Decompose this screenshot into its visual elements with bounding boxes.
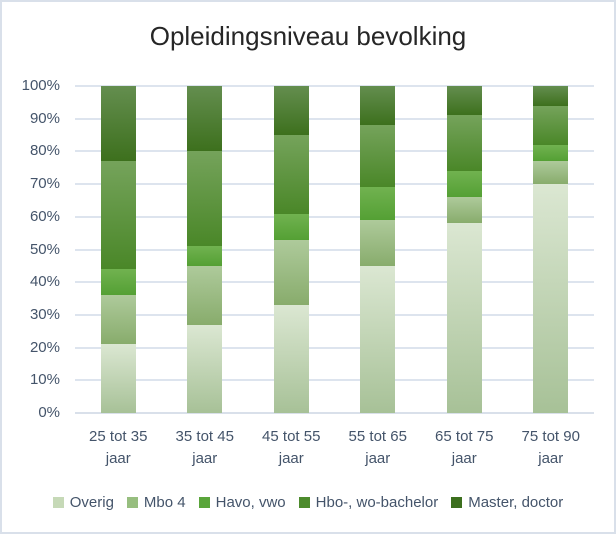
bar-segment (100, 269, 136, 296)
bar-segment (446, 171, 482, 198)
x-tick-label: 55 tot 65 jaar (348, 428, 407, 467)
legend-item: Hbo-, wo-bachelor (298, 494, 439, 511)
bar-segment (533, 144, 569, 162)
bar-segment (533, 184, 569, 413)
bar-segment (533, 105, 569, 145)
bar-segment (446, 86, 482, 116)
x-axis-line (75, 412, 594, 414)
bar-segment (100, 344, 136, 413)
legend-item: Havo, vwo (198, 494, 286, 511)
legend-swatch-icon (198, 497, 210, 508)
x-tick-label: 35 tot 45 jaar (175, 428, 234, 467)
bar-segment (360, 220, 396, 266)
stacked-bar (273, 86, 309, 413)
bar-segment (446, 115, 482, 171)
bar-segment (360, 265, 396, 413)
y-tick-label: 60% (29, 207, 60, 225)
bar-segment (533, 86, 569, 106)
gridline (75, 248, 594, 251)
y-axis: 0% 10% 20% 30% 40% 50% 60% 70% 80% 90% 100% (2, 77, 60, 421)
gridline (75, 346, 594, 349)
bar-segment (187, 246, 223, 266)
y-tick-label: 10% (29, 371, 60, 389)
x-tick-label: 25 tot 35 jaar (89, 428, 148, 467)
y-tick-label: 80% (29, 142, 60, 160)
bar-segment (273, 239, 309, 306)
y-tick-label: 90% (29, 109, 60, 127)
legend: Overig Mbo 4 Havo, vwo Hbo-, wo-bachelor Mas… (2, 494, 614, 511)
bar-segment (273, 213, 309, 240)
bar-segment (100, 86, 136, 162)
legend-label: Mbo 4 (143, 494, 186, 511)
y-tick-label: 20% (29, 338, 60, 356)
legend-swatch-icon (126, 497, 138, 508)
bar-segment (100, 295, 136, 345)
plot-area (75, 85, 594, 414)
bar-segment (273, 305, 309, 413)
x-tick-label: 75 tot 90 jaar (521, 428, 580, 467)
legend-swatch-icon (451, 497, 463, 508)
gridline (75, 117, 594, 120)
y-tick-label: 30% (29, 305, 60, 323)
gridline (75, 281, 594, 284)
gridline (75, 183, 594, 186)
gridline (75, 379, 594, 382)
gridline (75, 215, 594, 218)
y-tick-label: 0% (38, 404, 60, 421)
x-tick-label: 65 tot 75 jaar (435, 428, 494, 467)
stacked-bar (100, 86, 136, 413)
x-axis: 25 tot 35 jaar 35 tot 45 jaar 45 tot 55 ja… (75, 426, 594, 470)
gridline (75, 313, 594, 316)
bar-segment (187, 151, 223, 247)
bar-segment (360, 125, 396, 188)
bar-segment (273, 135, 309, 214)
bar-segment (446, 197, 482, 224)
bar-segment (100, 161, 136, 270)
bar-segment (533, 161, 569, 185)
stacked-bar (533, 86, 569, 413)
stacked-bar (187, 86, 223, 413)
legend-label: Hbo-, wo-bachelor (315, 494, 439, 511)
legend-swatch-icon (52, 497, 64, 508)
stacked-bar (360, 86, 396, 413)
legend-label: Havo, vwo (215, 494, 286, 511)
legend-label: Master, doctor (468, 494, 564, 511)
bar-segment (446, 223, 482, 413)
gridline (75, 150, 594, 153)
y-tick-label: 40% (29, 273, 60, 291)
y-tick-label: 100% (21, 77, 60, 94)
y-tick-label: 70% (29, 175, 60, 193)
gridline (75, 85, 594, 87)
bar-segment (360, 86, 396, 126)
legend-label: Overig (69, 494, 114, 511)
legend-swatch-icon (298, 497, 310, 508)
bar-segment (187, 86, 223, 152)
bar-segment (273, 86, 309, 136)
x-tick-label: 45 tot 55 jaar (262, 428, 321, 467)
legend-item: Overig (52, 494, 114, 511)
chart-title: Opleidingsniveau bevolking (149, 21, 467, 51)
bar-segment (187, 265, 223, 325)
bar-segment (360, 187, 396, 221)
legend-item: Master, doctor (451, 494, 563, 511)
bar-segment (187, 324, 223, 413)
stacked-bar (446, 86, 482, 413)
y-tick-label: 50% (29, 240, 60, 258)
legend-item: Mbo 4 (126, 494, 186, 511)
